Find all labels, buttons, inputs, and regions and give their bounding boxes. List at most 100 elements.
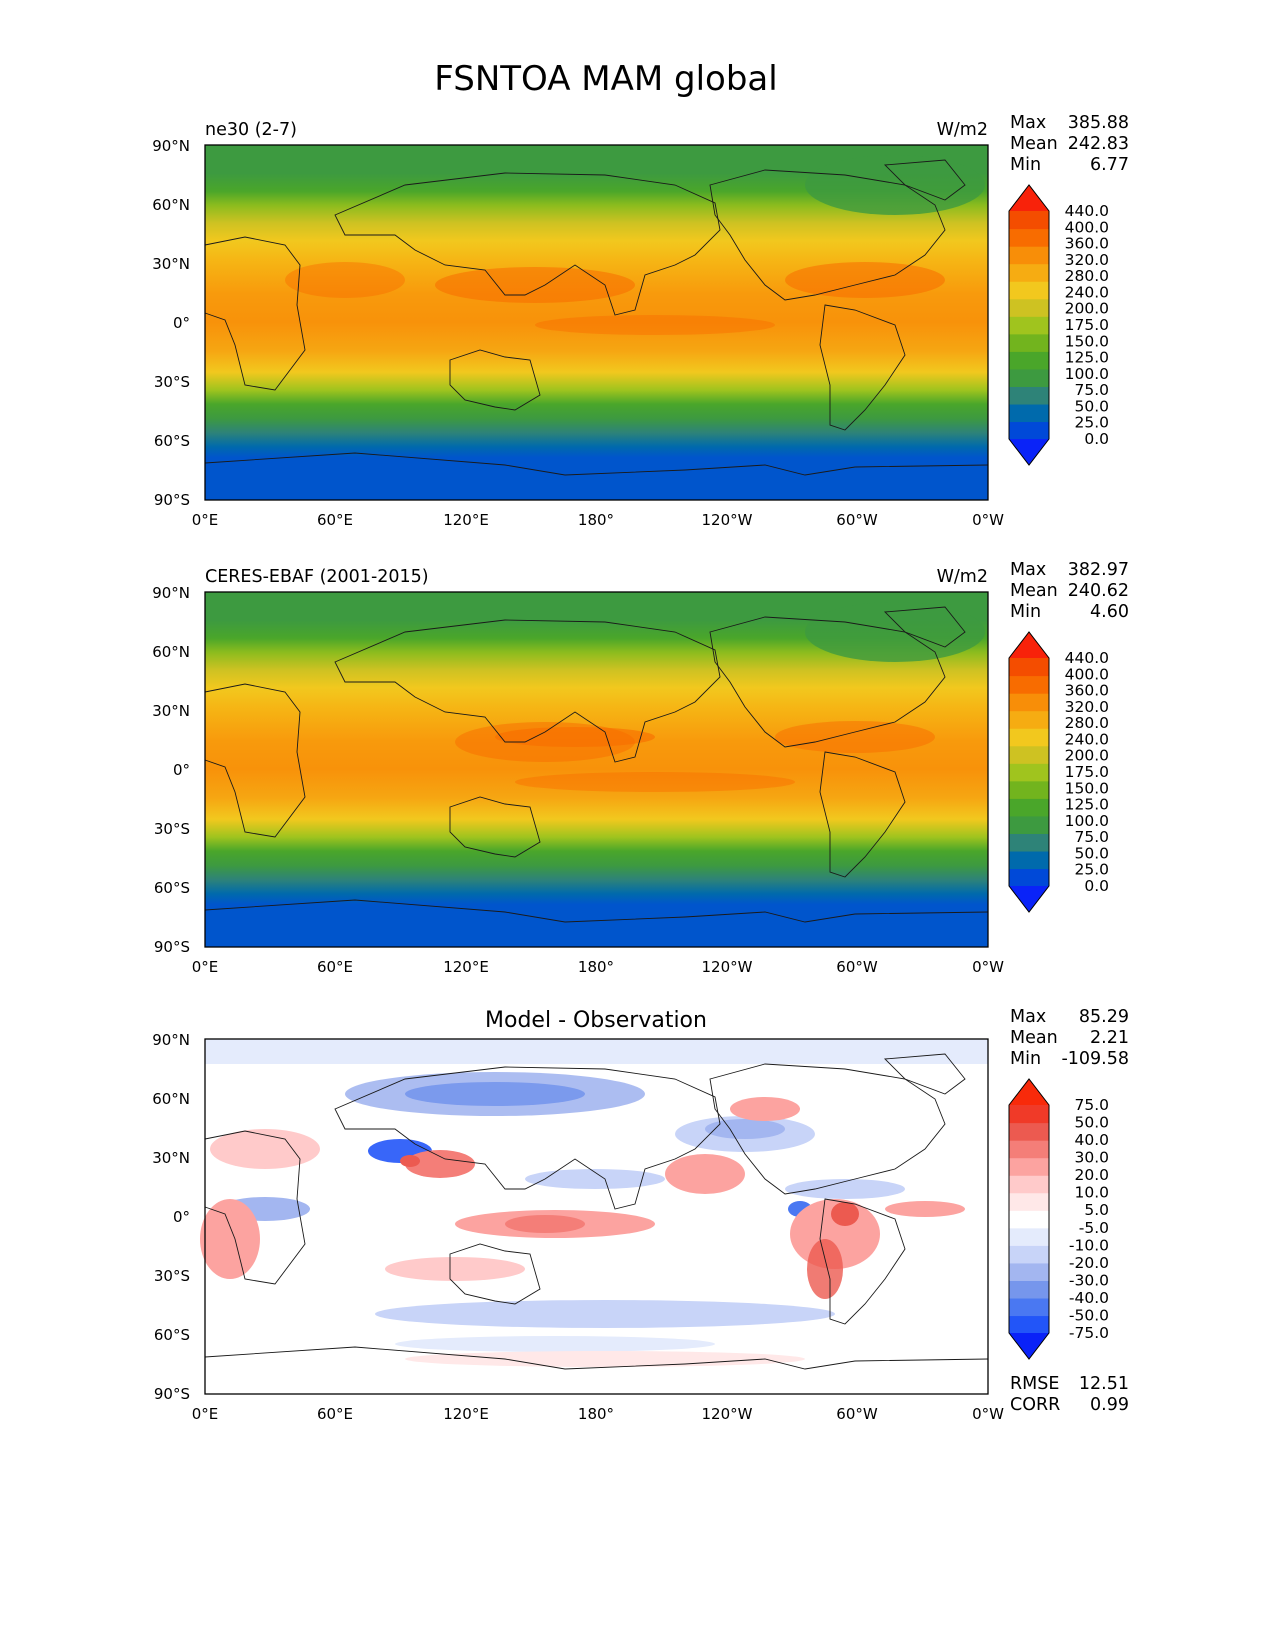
stat-name: Max [1010,560,1046,580]
lat-tick-label: 60°S [154,1326,190,1344]
colorbar-tick-label: -40.0 [1069,1289,1109,1307]
colorbar-segment [1009,316,1049,335]
colorbar-tick-label: -50.0 [1069,1306,1109,1324]
lat-tick-label: 0° [173,314,190,332]
pos-patch [505,1215,585,1233]
neg-patch [405,1082,585,1106]
stat-name: Mean [1010,1028,1058,1048]
colorbar-segment [1009,1297,1049,1317]
colorbar-segment [1009,798,1049,817]
stat-name: Min [1010,155,1041,175]
colorbar-tick-label: 5.0 [1084,1201,1109,1219]
stat-value: 4.60 [1090,602,1129,622]
colorbar-segment [1009,1262,1049,1281]
warm-patch [785,262,945,298]
cool-band [205,1039,988,1064]
lat-tick-label: 0° [173,761,190,779]
colorbar-outline [1008,631,1050,913]
lat-tick-label: 60°N [152,643,190,661]
colorbar-segment [1009,403,1049,423]
lon-tick-label: 0°W [972,958,1004,976]
colorbar-segment [1009,1192,1049,1211]
lat-tick-label: 30°S [154,1267,190,1285]
colorbar-segment [1009,693,1049,712]
colorbar-tick-label: 400.0 [1065,665,1109,683]
colorbar-tick-label: 125.0 [1065,796,1109,814]
colorbar-segment [1009,1210,1049,1229]
colorbar-segment [1009,763,1049,782]
colorbar-segment [1009,710,1049,729]
colorbar-tick-label: 360.0 [1065,235,1109,253]
stat-name: Max [1010,113,1046,133]
colorbar-segment [1009,850,1049,870]
map-frame [204,1038,989,1395]
colorbar-extend-min [1009,886,1049,912]
metrics-box: RMSE 12.51 CORR 0.99 [1010,1374,1129,1415]
pos-patch [831,1202,859,1226]
lat-tick-label: 90°S [154,1385,190,1403]
pos-patch [405,1351,805,1367]
colorbar-tick-label: 100.0 [1065,365,1109,383]
stat-value: 2.21 [1090,1028,1129,1048]
lon-tick-label: 60°E [317,511,353,529]
panel-units: W/m2 [937,120,988,140]
figure-title: FSNTOA MAM global [434,59,777,99]
pos-patch [807,1239,843,1299]
colorbar-tick-label: 50.0 [1074,397,1109,415]
colorbar-extend-max [1009,1079,1049,1105]
colorbar-segment [1009,1280,1049,1299]
lat-tick-label: 90°N [152,1031,190,1049]
colorbar-tick-label: 20.0 [1074,1166,1109,1184]
neg-patch [375,1300,835,1328]
map-frame [204,144,989,501]
colorbar-tick-label: -75.0 [1069,1324,1109,1342]
colorbar-segment [1009,1175,1049,1194]
colorbar-tick-label: 75.0 [1074,381,1109,399]
colorbar-tick-label: 360.0 [1065,682,1109,700]
colorbar-outline [1008,1078,1050,1360]
colorbar-segment [1009,333,1049,352]
pos-patch [730,1097,800,1121]
colorbar-segment [1009,421,1049,440]
colorbar-segment [1009,368,1049,387]
lat-tick-label: 60°S [154,432,190,450]
colorbar-segment [1009,298,1049,317]
lat-tick-label: 60°N [152,196,190,214]
stat-value: 85.29 [1079,1007,1129,1027]
colorbar-tick-label: 440.0 [1065,202,1109,220]
panel-model: ne30 (2-7) W/m2 90°N 60°N 30°N 0° 30°S 6… [152,113,1129,529]
colorbar-segment [1009,386,1049,405]
metric-value: 0.99 [1090,1395,1129,1415]
pos-patch [385,1257,525,1281]
colorbar-tick-label: 320.0 [1065,698,1109,716]
colorbar-tick-label: 200.0 [1065,300,1109,318]
colorbar-extend-min [1009,1333,1049,1359]
colorbar-tick-label: -30.0 [1069,1271,1109,1289]
colorbar-tick-label: 25.0 [1074,861,1109,879]
colorbar-segment [1009,246,1049,265]
colorbar-segment [1009,1315,1049,1334]
lon-tick-label: 60°W [836,1405,878,1423]
lon-tick-label: 0°W [972,511,1004,529]
coastlines [204,1053,989,1370]
colorbar-segment [1009,1157,1049,1176]
neg-patch [395,1336,715,1352]
lon-tick-label: 120°W [702,1405,753,1423]
coastlines [204,159,989,476]
colorbar-tick-label: 0.0 [1084,877,1109,895]
colorbar-tick-label: 280.0 [1065,714,1109,732]
colorbar-tick-label: -20.0 [1069,1254,1109,1272]
colorbar-tick-label: 50.0 [1074,1114,1109,1132]
colorbar-segment [1009,728,1049,747]
stat-value: -109.58 [1061,1049,1129,1069]
neg-patch [705,1119,785,1139]
metric-value: 12.51 [1079,1374,1129,1394]
pos-patch [665,1154,745,1194]
stat-value: 382.97 [1068,560,1129,580]
panel-label: CERES-EBAF (2001-2015) [205,567,429,587]
stat-value: 240.62 [1068,581,1129,601]
colorbar-segment [1009,1140,1049,1159]
lon-tick-label: 120°W [702,511,753,529]
colorbar-segment [1009,351,1049,370]
